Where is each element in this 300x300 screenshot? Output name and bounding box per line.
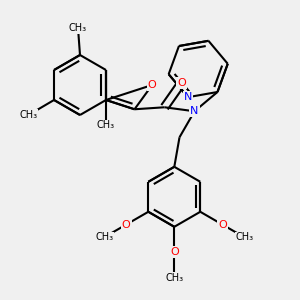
Text: O: O bbox=[170, 247, 179, 257]
Text: N: N bbox=[184, 92, 192, 102]
Text: O: O bbox=[148, 80, 157, 90]
Text: O: O bbox=[177, 78, 186, 88]
Text: CH₃: CH₃ bbox=[97, 121, 115, 130]
Text: O: O bbox=[122, 220, 130, 230]
Text: N: N bbox=[190, 106, 199, 116]
Text: CH₃: CH₃ bbox=[95, 232, 113, 242]
Text: CH₃: CH₃ bbox=[236, 232, 253, 242]
Text: CH₃: CH₃ bbox=[69, 23, 87, 33]
Text: CH₃: CH₃ bbox=[20, 110, 38, 120]
Text: O: O bbox=[218, 220, 227, 230]
Text: CH₃: CH₃ bbox=[165, 273, 183, 283]
